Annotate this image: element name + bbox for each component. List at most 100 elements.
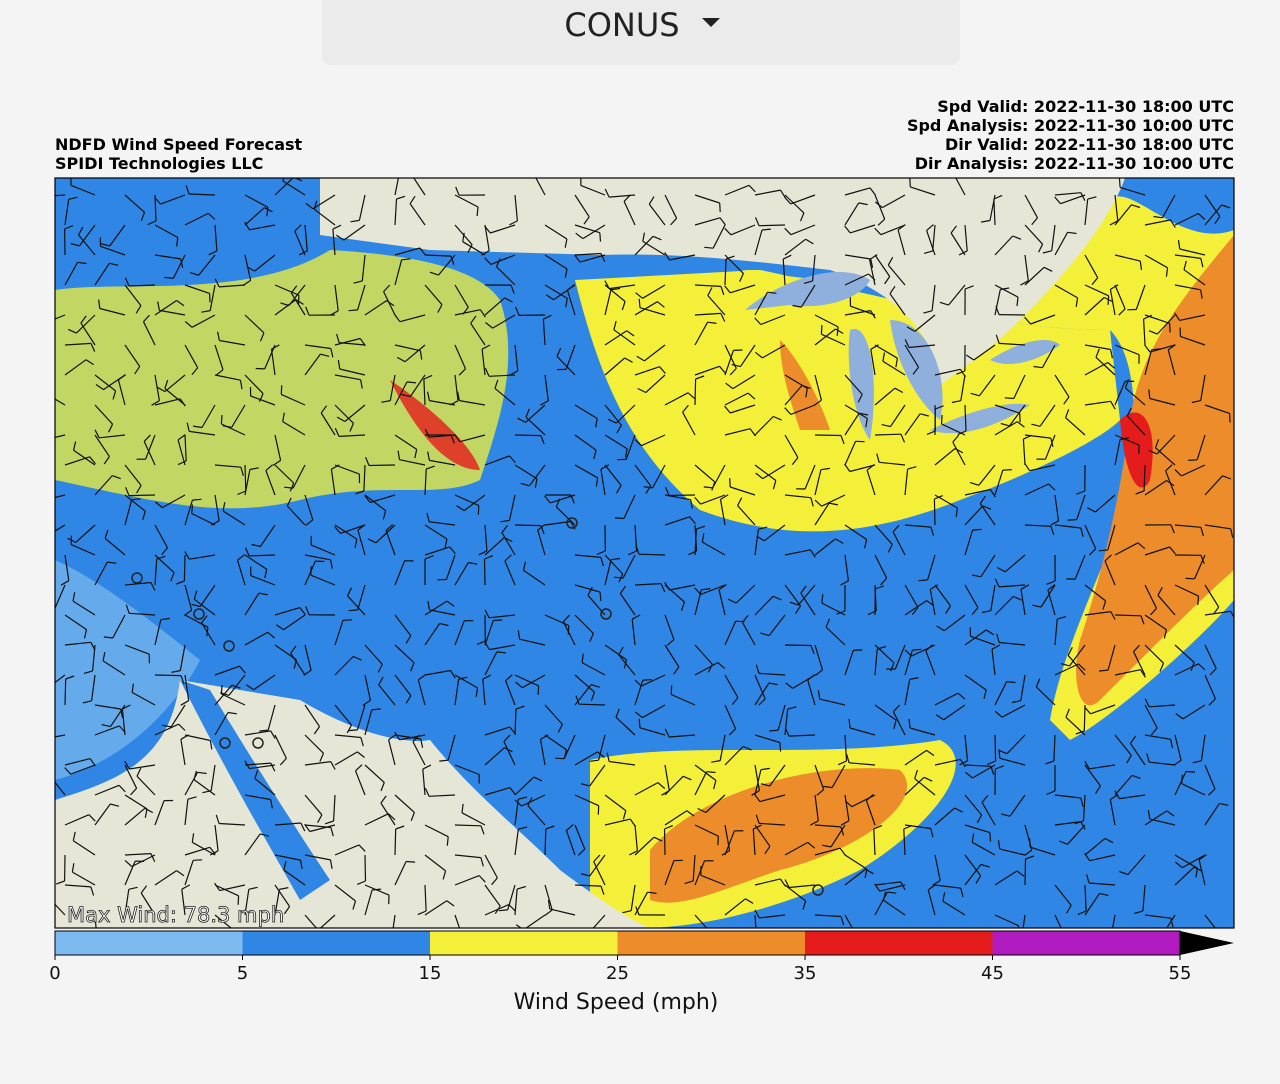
wind-barb-flag — [787, 706, 797, 710]
wind-barb — [604, 818, 631, 826]
wind-barb — [454, 854, 481, 859]
wind-barb — [228, 674, 246, 696]
wind-barb-flag — [372, 888, 382, 891]
wind-barb — [1155, 447, 1176, 466]
wind-barb-flag — [329, 859, 333, 869]
wind-barb — [850, 305, 876, 316]
wind-barb-flag — [965, 354, 975, 361]
wind-barb — [634, 366, 660, 376]
wind-barb-flag — [60, 580, 70, 586]
wind-barb — [438, 254, 456, 276]
wind-barb — [189, 554, 216, 560]
calm-marker — [812, 884, 824, 896]
wind-barb-flag — [350, 219, 360, 223]
wind-barb-flag — [840, 826, 845, 836]
wind-barb-flag — [70, 242, 80, 247]
wind-barb — [1067, 824, 1086, 845]
wind-barb-flag — [72, 831, 76, 841]
wind-barb — [625, 434, 636, 460]
wind-barb — [259, 524, 276, 547]
wind-barb — [574, 674, 595, 693]
wind-barb-flag — [864, 539, 868, 549]
wind-barb-flag — [406, 860, 416, 863]
wind-barb-flag — [378, 676, 384, 686]
wind-barb-flag — [191, 367, 199, 375]
wind-barb — [409, 374, 426, 397]
wind-barb — [994, 289, 1001, 316]
wind-barb — [338, 434, 366, 437]
wind-barb-flag — [622, 810, 627, 820]
wind-barb — [290, 652, 306, 676]
dropdown-box[interactable] — [322, 0, 960, 65]
wind-barb — [964, 584, 979, 608]
wind-barb — [128, 494, 156, 497]
dropdown-label[interactable]: CONUS — [564, 6, 679, 44]
wind-barb — [490, 254, 516, 265]
wind-barb-flag — [180, 258, 184, 268]
wind-barb-flag — [352, 900, 357, 910]
wind-barb — [94, 561, 108, 586]
wind-barb — [364, 764, 385, 783]
wind-barb — [274, 889, 280, 916]
wind-barb — [1090, 704, 1116, 715]
wind-barb-flag — [1124, 379, 1130, 389]
wind-barb — [394, 381, 408, 406]
wind-barb — [645, 374, 666, 393]
wind-barb-flag — [355, 490, 365, 495]
wind-barb-flag — [635, 292, 643, 299]
wind-barb — [874, 891, 888, 916]
wind-barb-flag — [450, 670, 456, 679]
wind-barb — [1084, 297, 1105, 316]
wind-barb — [664, 194, 678, 219]
wind-barb — [1041, 344, 1056, 368]
wind-barb-flag — [701, 533, 705, 543]
wind-barb — [1095, 494, 1116, 513]
wind-barb-flag — [1099, 892, 1109, 896]
wind-barb — [544, 284, 568, 299]
wind-barb-flag — [809, 549, 816, 558]
region-dropdown[interactable]: CONUS — [322, 0, 960, 65]
wind-barb-flag — [600, 557, 604, 567]
wind-barb — [334, 734, 361, 739]
wind-barb-flag — [180, 700, 189, 706]
wind-barb-flag — [1175, 713, 1184, 720]
wind-barb-flag — [406, 381, 416, 384]
calm-marker — [600, 608, 612, 620]
wind-barb — [270, 349, 276, 376]
wind-barb-flag — [904, 339, 910, 348]
wind-barb — [904, 344, 920, 368]
wind-barb-flag — [1024, 316, 1032, 325]
wind-barb — [124, 889, 130, 916]
wind-barb-flag — [814, 499, 823, 507]
wind-barb — [484, 787, 511, 796]
dropdown-caret[interactable] — [702, 18, 720, 27]
wind-barb — [1114, 204, 1132, 226]
wind-barb — [445, 554, 456, 580]
wind-barb-flag — [544, 909, 553, 916]
wind-barb-flag — [980, 219, 991, 223]
wind-barb-flag — [1085, 874, 1090, 884]
wind-barb-flag — [143, 434, 151, 442]
wind-barb — [1149, 818, 1176, 826]
wind-barb-flag — [518, 796, 528, 800]
wind-barb — [1174, 524, 1201, 528]
wind-barb — [154, 559, 158, 586]
wind-barb-flag — [1110, 611, 1116, 620]
colorbar: 0 5 15 25 35 45 55 — [49, 930, 1234, 984]
wind-barb — [754, 529, 759, 556]
wind-barb-flag — [912, 366, 919, 375]
wind-barb-flag — [1131, 774, 1141, 779]
wind-barb-flag — [1060, 663, 1070, 667]
wind-barb — [1040, 584, 1056, 608]
wind-barb — [184, 846, 210, 856]
wind-barb-flag — [557, 724, 563, 733]
wind-barb — [274, 178, 294, 196]
wind-barb — [417, 679, 426, 706]
wind-barb-flag — [719, 202, 721, 213]
wind-barb-flag — [994, 710, 1003, 718]
wind-barb — [754, 464, 777, 481]
wind-barb-flag — [237, 895, 240, 905]
wind-barb-flag — [840, 820, 850, 826]
wind-barb-flag — [320, 353, 330, 357]
wind-barb — [394, 344, 421, 352]
